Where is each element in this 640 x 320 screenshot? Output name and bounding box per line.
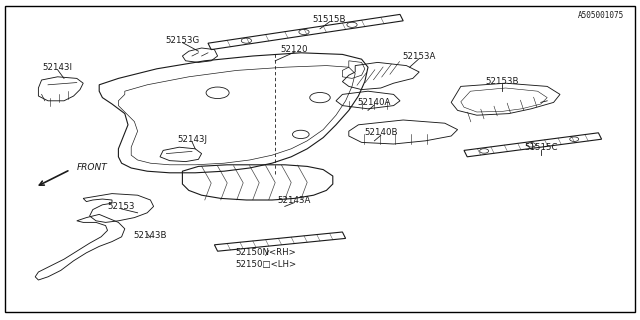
Text: 52153B: 52153B: [486, 77, 519, 86]
Text: 52143B: 52143B: [134, 231, 167, 240]
Text: 52153: 52153: [108, 202, 135, 211]
Text: 52143I: 52143I: [43, 63, 72, 72]
Text: 52153A: 52153A: [403, 52, 436, 60]
Text: 52143J: 52143J: [177, 135, 207, 144]
Text: 51515B: 51515B: [313, 15, 346, 24]
Text: 52150N<RH>: 52150N<RH>: [236, 248, 296, 257]
Text: 52143A: 52143A: [278, 196, 311, 204]
Text: 51515C: 51515C: [524, 143, 557, 152]
Text: 52140B: 52140B: [364, 128, 397, 137]
Text: 52120: 52120: [281, 45, 308, 54]
Text: 52153G: 52153G: [165, 36, 200, 44]
Text: A505001075: A505001075: [578, 11, 624, 20]
Text: 52150□<LH>: 52150□<LH>: [235, 260, 296, 268]
Text: 52140A: 52140A: [358, 98, 391, 107]
Text: FRONT: FRONT: [77, 164, 108, 172]
